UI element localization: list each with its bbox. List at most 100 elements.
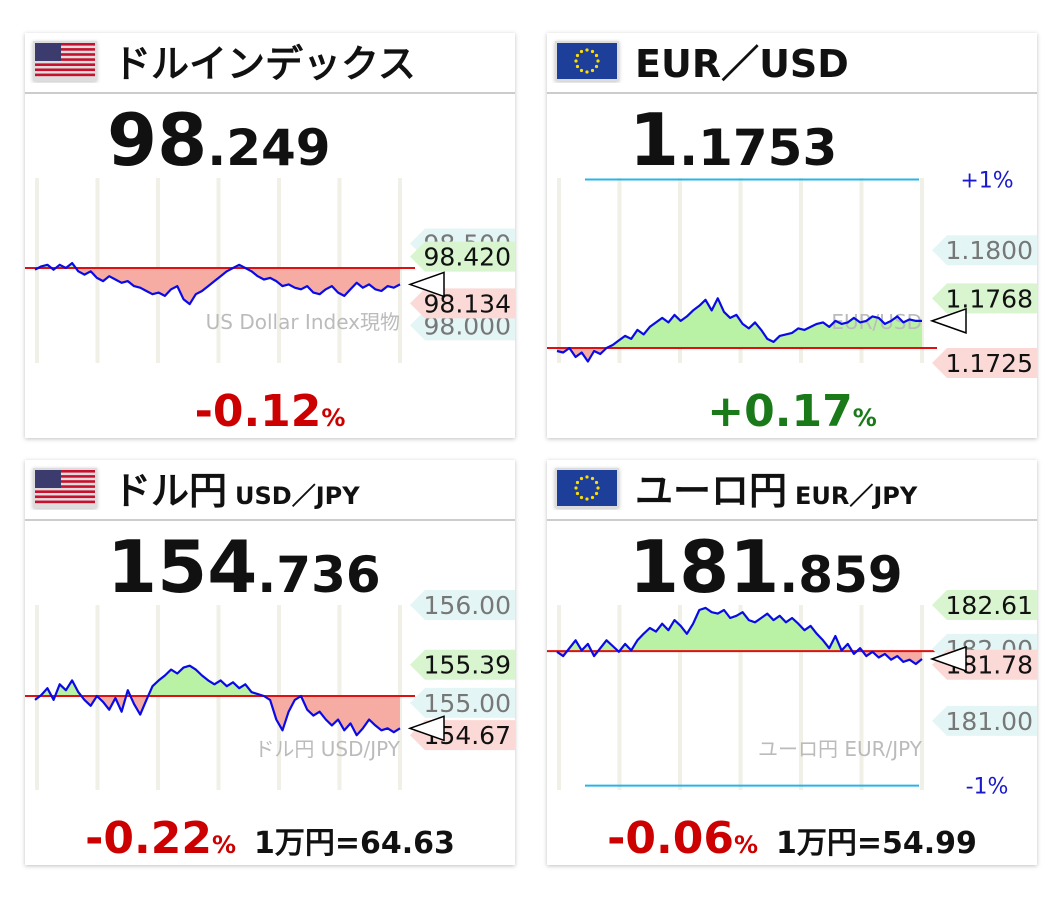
panel-title: ドル円 USD／JPY [113, 469, 360, 513]
change-unit: % [734, 831, 758, 859]
area-below [35, 696, 400, 736]
title-main: ユーロ円 [635, 469, 787, 513]
flag-canton [35, 43, 61, 61]
price-tag-label: 155.00 [424, 689, 511, 718]
price-line [34, 262, 401, 306]
flag-star [575, 480, 580, 485]
flag-star [596, 486, 600, 490]
area-below [35, 268, 400, 305]
flag-stripe [35, 495, 95, 499]
flag-stripe [35, 470, 95, 473]
flag-star [585, 70, 589, 74]
change-value: -0.12 [195, 386, 322, 437]
flag-stripe [35, 63, 95, 66]
price-tag [410, 649, 515, 680]
flag-star [585, 475, 589, 479]
change: -0.12% [195, 386, 346, 437]
flag-stripe [35, 48, 95, 51]
flag-star [590, 49, 595, 54]
change-value: -0.06 [607, 813, 734, 864]
flag-star [594, 64, 599, 69]
price-tag-label: 98.420 [424, 243, 511, 272]
flag-star [594, 491, 599, 496]
title-main: EUR／USD [635, 42, 849, 86]
panel: ドル円 USD／JPY 154.736 ドル円 USD/JPY 156.00 155.00… [25, 460, 515, 865]
change: +0.17% [707, 386, 876, 437]
price-tag-label: 156.00 [424, 591, 511, 620]
price-tag-label: 1.1800 [946, 236, 1033, 265]
price-tag [410, 241, 515, 272]
change: -0.06% 1万円=54.99 [607, 813, 977, 864]
title-main: ドル円 [113, 469, 227, 513]
flag-star [594, 480, 599, 485]
yen-conversion: 1万円=54.99 [776, 826, 977, 861]
panel-title: ドルインデックス [113, 42, 416, 86]
price: 1.1753 [629, 98, 837, 182]
price-tag [932, 283, 1037, 314]
flag-star [590, 495, 595, 500]
price-tag [410, 590, 515, 620]
change-unit: % [853, 404, 877, 432]
area-above [557, 607, 922, 652]
price-tag-label: 181.00 [946, 707, 1033, 736]
area-above [557, 298, 922, 348]
title-sub: USD／JPY [235, 482, 360, 510]
flag-stripe [35, 480, 95, 483]
flag-star [579, 495, 584, 500]
change-value: -0.22 [85, 813, 212, 864]
yen-conversion: 1万円=64.63 [254, 826, 455, 861]
price-tag [932, 590, 1037, 620]
price-frac: .249 [207, 119, 330, 177]
price-frac: .859 [779, 546, 902, 604]
current-marker [929, 645, 967, 673]
price-line [34, 664, 401, 737]
flag [33, 41, 97, 81]
flag-canton [35, 470, 61, 488]
flag-star [579, 476, 584, 481]
price-tag [410, 687, 515, 718]
price-tag-label: 182.61 [946, 591, 1033, 620]
price-frac: .736 [257, 546, 380, 604]
flag-star [585, 48, 589, 52]
flag-stripe [35, 490, 95, 493]
band-label: -1% [966, 775, 1009, 800]
watermark: ドル円 USD/JPY [254, 737, 400, 761]
flag-star [590, 476, 595, 481]
change-unit: % [212, 831, 236, 859]
current-marker [929, 307, 967, 334]
flag-star [585, 497, 589, 501]
flag-star [575, 491, 580, 496]
flag-star [579, 49, 584, 54]
price-int: 181 [629, 525, 779, 609]
area-below [557, 651, 922, 665]
flag-star [575, 53, 580, 58]
price: 154.736 [107, 525, 381, 609]
flag-stripe [35, 68, 95, 72]
price-tag-label: 1.1725 [946, 349, 1033, 378]
watermark: US Dollar Index現物 [206, 310, 400, 334]
flag-star [579, 68, 584, 73]
flag-stripe [35, 475, 95, 478]
current-marker [407, 715, 445, 742]
price-int: 98 [107, 98, 207, 182]
flag-stripe [35, 500, 95, 504]
flag-star [575, 64, 580, 69]
price-line [556, 297, 922, 363]
flag-stripe [35, 485, 95, 488]
band-label: +1% [960, 169, 1013, 194]
panel-title: EUR／USD [635, 42, 849, 86]
price-line [556, 606, 923, 666]
flag [33, 468, 97, 508]
change: -0.22% 1万円=64.63 [85, 813, 455, 864]
flag-field [557, 470, 617, 506]
watermark: ユーロ円 EUR/JPY [758, 737, 923, 761]
flag-stripe [35, 53, 95, 56]
flag-star [574, 59, 578, 63]
flag-star [596, 59, 600, 63]
current-marker [407, 271, 445, 298]
area-below [557, 347, 922, 362]
